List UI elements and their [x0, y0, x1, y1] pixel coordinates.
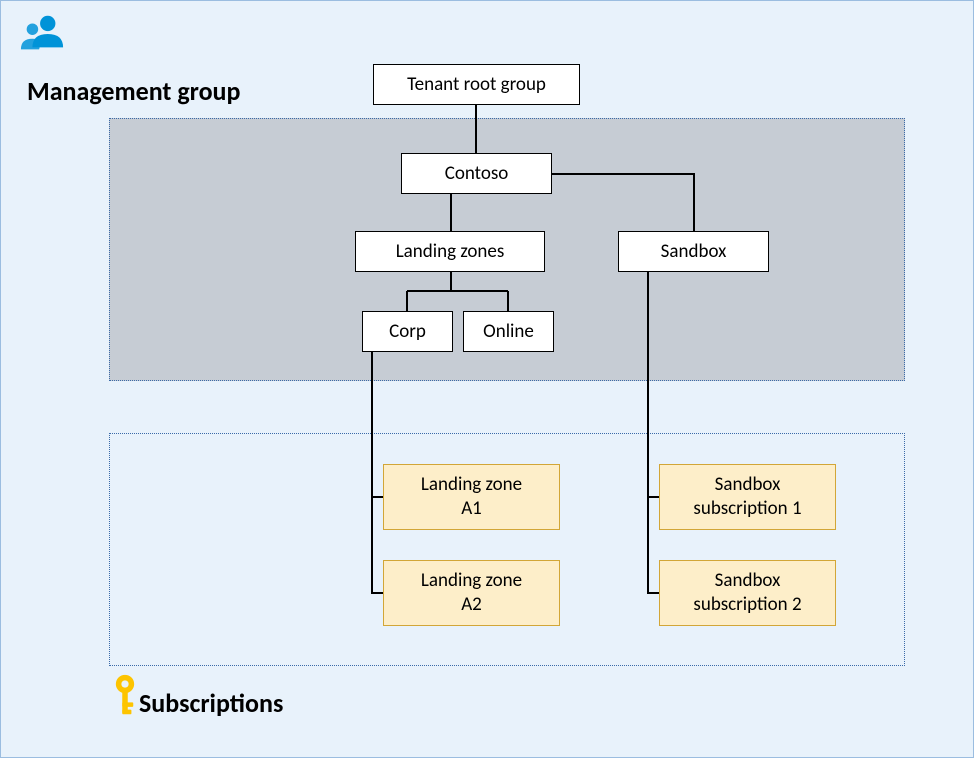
node-tenant-root-group: Tenant root group: [373, 64, 580, 105]
diagram-canvas: Management group Subscriptions Tenant ro…: [0, 0, 974, 758]
node-sandbox-subscription-2: Sandboxsubscription 2: [659, 560, 836, 626]
node-landing-zone-a1: Landing zoneA1: [383, 464, 560, 530]
node-corp: Corp: [362, 311, 453, 352]
management-group-label: Management group: [27, 75, 240, 107]
people-icon: [19, 11, 65, 57]
node-landing-zone-a2: Landing zoneA2: [383, 560, 560, 626]
node-online: Online: [463, 311, 554, 352]
node-sandbox: Sandbox: [618, 231, 769, 272]
subscriptions-label: Subscriptions: [139, 687, 283, 719]
node-landing-zones: Landing zones: [355, 231, 545, 272]
node-sandbox-subscription-1: Sandboxsubscription 1: [659, 464, 836, 530]
node-contoso: Contoso: [401, 153, 552, 194]
